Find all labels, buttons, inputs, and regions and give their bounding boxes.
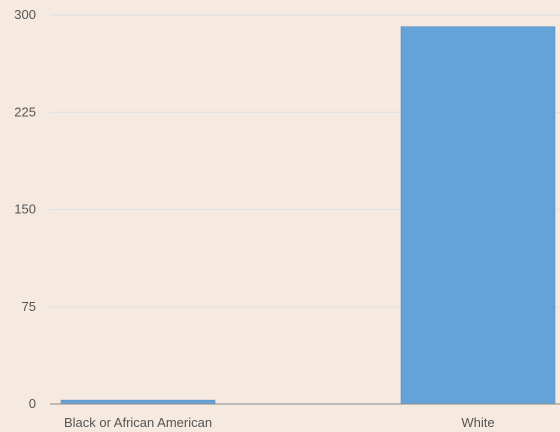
bar <box>60 399 216 405</box>
y-tick-label: 75 <box>22 299 36 314</box>
y-tick-label: 150 <box>14 202 36 217</box>
x-category-label: White <box>461 415 494 430</box>
y-tick-label: 300 <box>14 7 36 22</box>
y-tick-label: 0 <box>29 396 36 411</box>
y-tick-label: 225 <box>14 104 36 119</box>
x-category-label: Black or African American <box>64 415 212 430</box>
bars <box>60 26 556 405</box>
bar <box>400 26 556 405</box>
axes: 0 75 150 225 300 Black or African American Whi… <box>14 7 560 430</box>
